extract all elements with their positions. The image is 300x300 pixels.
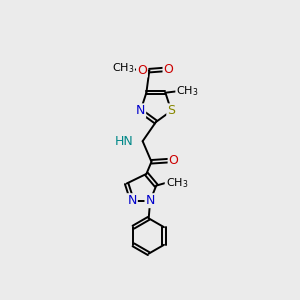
Text: CH$_3$: CH$_3$ (166, 176, 188, 190)
Text: O: O (164, 63, 173, 76)
Text: N: N (128, 194, 137, 207)
Text: N: N (146, 194, 155, 207)
Text: O: O (137, 64, 147, 76)
Text: S: S (167, 104, 175, 117)
Text: HN: HN (115, 135, 133, 148)
Text: O: O (169, 154, 178, 167)
Text: CH$_3$: CH$_3$ (112, 62, 134, 76)
Text: N: N (136, 104, 145, 117)
Text: CH$_3$: CH$_3$ (176, 84, 199, 98)
